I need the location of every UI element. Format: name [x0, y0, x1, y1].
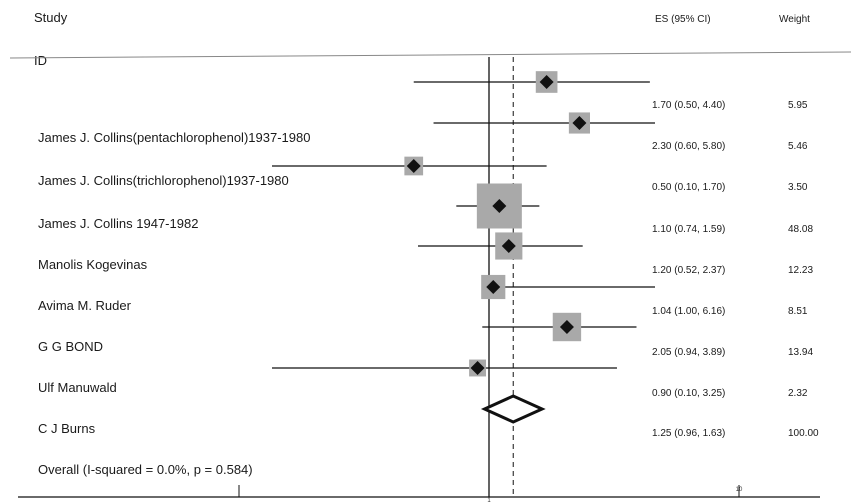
point-estimate-marker	[539, 75, 554, 89]
point-estimate-marker	[470, 361, 485, 375]
study-header: Study	[34, 10, 68, 25]
weight-value: 48.08	[788, 224, 814, 235]
overall-label: Overall (I-squared = 0.0%, p = 0.584)	[38, 462, 253, 477]
es-value: 2.05 (0.94, 3.89)	[652, 347, 726, 358]
es-value: 0.50 (0.10, 1.70)	[652, 182, 726, 193]
id-header: ID	[34, 53, 47, 68]
header-rule	[9, 51, 851, 59]
study-label: Manolis Kogevinas	[38, 257, 148, 272]
weight-value: 8.51	[788, 306, 808, 317]
es-value: 0.90 (0.10, 3.25)	[652, 388, 726, 399]
es-value: 1.70 (0.50, 4.40)	[652, 100, 726, 111]
weight-value: 3.50	[788, 182, 808, 193]
overall-diamond	[480, 394, 546, 424]
es-value: 2.30 (0.60, 5.80)	[652, 141, 726, 152]
weight-header: Weight	[779, 14, 810, 25]
weight-value: 13.94	[788, 347, 814, 358]
es-value: 1.04 (1.00, 6.16)	[652, 306, 726, 317]
es-value: 1.20 (0.52, 2.37)	[652, 265, 726, 276]
study-label: G G BOND	[38, 339, 104, 354]
es-value: 1.10 (0.74, 1.59)	[652, 224, 726, 235]
study-label: James J. Collins(trichlorophenol)1937-19…	[38, 173, 289, 188]
point-estimate-marker	[572, 116, 587, 130]
x-tick-label: 10	[736, 487, 743, 493]
study-label: Avima M. Ruder	[38, 298, 131, 313]
point-estimate-marker	[486, 280, 501, 294]
study-label: Ulf Manuwald	[38, 380, 117, 395]
point-estimate-marker	[501, 239, 516, 253]
study-label: James J. Collins(pentachlorophenol)1937-…	[38, 130, 311, 145]
weight-value: 2.32	[788, 388, 808, 399]
point-estimate-marker	[406, 159, 421, 173]
weight-value: 5.95	[788, 100, 808, 111]
study-label: C J Burns	[38, 421, 96, 436]
x-tick-label: 1	[487, 498, 491, 502]
study-label: James J. Collins 1947-1982	[38, 216, 199, 231]
es-header: ES (95% CI)	[655, 14, 711, 25]
point-estimate-marker	[559, 320, 574, 334]
point-estimate-marker	[492, 199, 507, 213]
weight-value: 5.46	[788, 141, 808, 152]
weight-value: 100.00	[788, 428, 819, 439]
weight-value: 12.23	[788, 265, 814, 276]
es-value: 1.25 (0.96, 1.63)	[652, 428, 726, 439]
